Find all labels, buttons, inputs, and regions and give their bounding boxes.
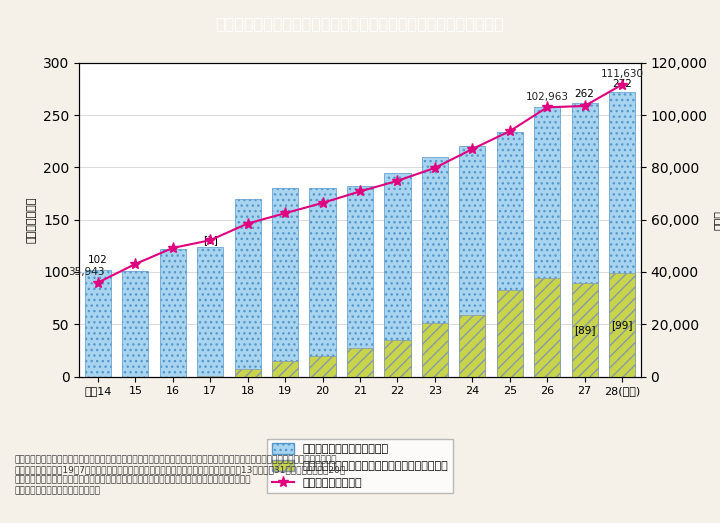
Bar — [422, 157, 448, 377]
Y-axis label: （センター数）: （センター数） — [26, 197, 36, 243]
Line: 相談件数（右目盛）: 相談件数（右目盛） — [92, 79, 628, 288]
Bar — [497, 290, 523, 377]
Bar — [160, 249, 186, 377]
Bar — [347, 186, 373, 377]
Bar — [310, 188, 336, 377]
Text: 102,963: 102,963 — [526, 92, 569, 102]
相談件数（右目盛） — [618, 82, 626, 88]
Bar — [609, 92, 635, 377]
Bar — [122, 271, 148, 377]
Bar — [235, 369, 261, 377]
Bar — [235, 199, 261, 377]
相談件数（右目盛） — [94, 279, 102, 286]
Bar — [272, 188, 298, 377]
相談件数（右目盛） — [543, 104, 552, 110]
相談件数（右目盛） — [393, 178, 402, 184]
Text: （備考）　１．内閣府「配偶者暴力相談支援センターにおける配偶者からの暴力が関係する相談件数等の結果について」等より作成。
　　　　　２．平成19年7月に配偶者か: （備考） １．内閣府「配偶者暴力相談支援センターにおける配偶者からの暴力が関係す… — [14, 455, 346, 495]
Bar — [197, 247, 223, 377]
Bar — [384, 173, 410, 377]
Bar — [572, 103, 598, 377]
Text: 111,630: 111,630 — [600, 70, 644, 79]
相談件数（右目盛） — [168, 245, 177, 251]
相談件数（右目盛） — [431, 165, 439, 171]
Bar — [310, 356, 336, 377]
相談件数（右目盛） — [281, 210, 289, 217]
相談件数（右目盛） — [131, 261, 140, 267]
Text: [99]: [99] — [611, 320, 633, 330]
Bar — [459, 315, 485, 377]
Bar — [497, 132, 523, 377]
Text: 35,943: 35,943 — [68, 267, 105, 277]
Bar — [197, 376, 223, 377]
Text: 272: 272 — [612, 79, 632, 89]
Text: [89]: [89] — [574, 325, 595, 335]
Bar — [459, 146, 485, 377]
Legend: 配偶者暴力相談支援センター, 配偶者暴力相談支援センターのうち市町村設置数, 相談件数（右目盛）: 配偶者暴力相談支援センター, 配偶者暴力相談支援センターのうち市町村設置数, 相… — [267, 439, 453, 493]
Text: [1]: [1] — [203, 235, 217, 245]
Text: Ｉ－７－５図　配偶者暴力相談支援センター数及び相談件数の推移: Ｉ－７－５図 配偶者暴力相談支援センター数及び相談件数の推移 — [215, 16, 505, 31]
Bar — [85, 270, 111, 377]
相談件数（右目盛） — [505, 128, 514, 134]
Bar — [572, 283, 598, 377]
Bar — [272, 361, 298, 377]
Bar — [534, 107, 560, 377]
Y-axis label: （件）: （件） — [714, 210, 720, 230]
Bar — [609, 273, 635, 377]
相談件数（右目盛） — [580, 103, 589, 109]
相談件数（右目盛） — [356, 188, 364, 195]
相談件数（右目盛） — [206, 237, 215, 243]
Bar — [384, 340, 410, 377]
Text: 102: 102 — [88, 255, 108, 265]
Bar — [347, 348, 373, 377]
Bar — [422, 323, 448, 377]
Text: 262: 262 — [575, 89, 595, 99]
相談件数（右目盛） — [468, 146, 477, 152]
相談件数（右目盛） — [318, 200, 327, 206]
Bar — [534, 278, 560, 377]
相談件数（右目盛） — [243, 220, 252, 226]
